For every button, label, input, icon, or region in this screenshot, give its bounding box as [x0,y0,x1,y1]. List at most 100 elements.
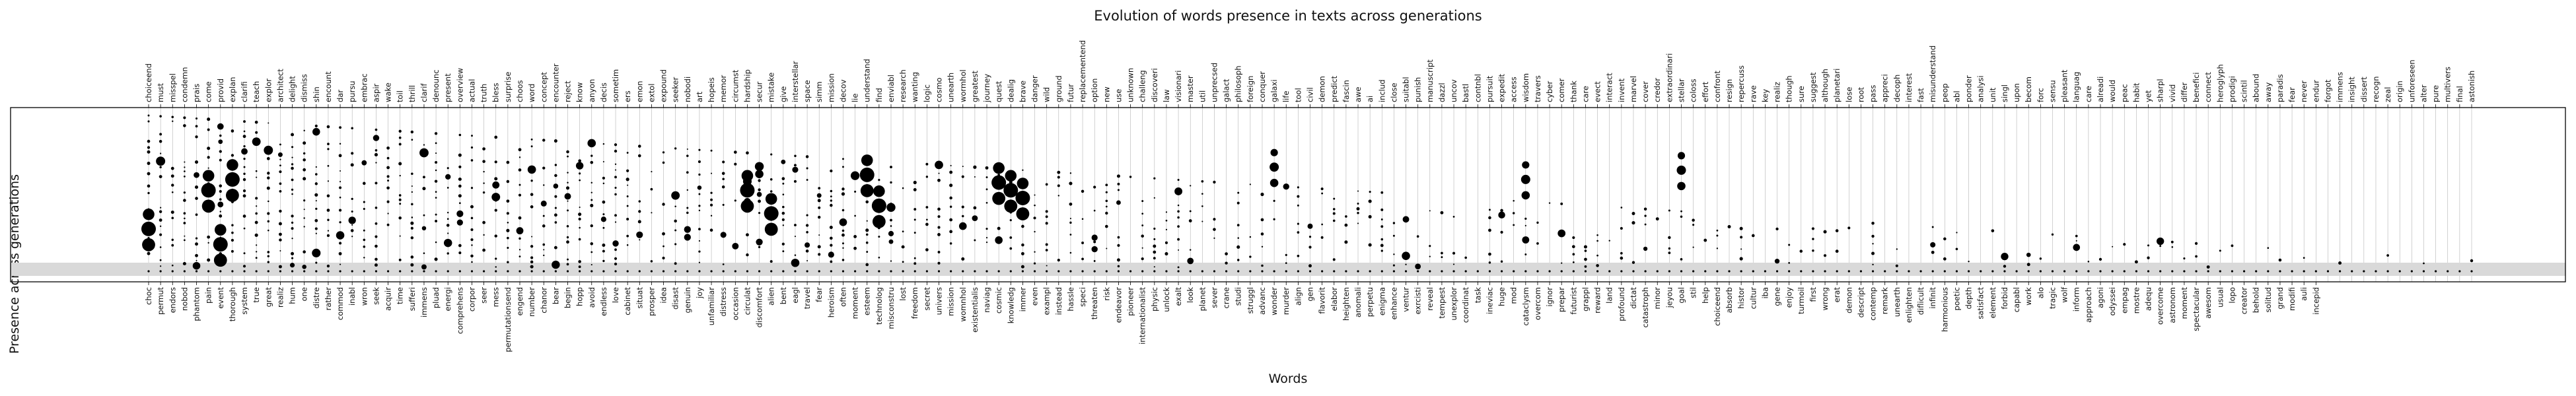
top-tick-label: abl [1952,90,1961,102]
presence-dot [363,182,366,185]
top-tick-label: tool [1293,88,1303,102]
presence-dot [997,226,1001,230]
presence-dot [147,139,151,143]
top-tick-label: scintil [2240,80,2249,102]
presence-dot [866,220,868,222]
presence-dot [865,228,869,232]
presence-dot [1930,242,1936,248]
bottom-tick-label: perpetu [1365,287,1375,317]
presence-dot [1956,232,1958,234]
presence-dot [913,232,916,234]
presence-dot [196,259,197,261]
presence-dot [805,242,810,248]
presence-dot [614,257,618,260]
baseline-dot [974,270,976,273]
presence-dot [374,152,378,157]
presence-dot [183,116,186,119]
presence-dot [160,152,162,154]
presence-dot [590,199,593,201]
bottom-tick-label: choiceend [1713,287,1722,326]
baseline-dot [2123,270,2126,273]
presence-dot [1237,191,1240,194]
presence-dot [339,221,341,224]
presence-dot [888,239,894,244]
top-tick-label: bless [491,82,501,102]
baseline-dot [2338,270,2342,273]
baseline-dot [1404,270,1408,273]
bottom-tick-label: pioneer [1126,287,1135,316]
top-tick-label: know [575,82,585,102]
presence-dot [447,187,449,189]
presence-dot [1332,219,1336,222]
presence-dot [470,187,474,189]
presence-dot [398,198,402,201]
presence-dot [207,147,211,150]
presence-dot [350,229,354,232]
presence-dot [746,233,749,237]
top-tick-label: visionari [1174,71,1183,102]
presence-dot [1009,247,1013,250]
bottom-tick-label: astronom [2168,287,2177,323]
presence-dot [758,246,761,248]
presence-dot [363,207,365,211]
baseline-dot [1429,270,1431,273]
presence-dot [447,167,449,170]
presence-dot [1165,228,1168,230]
baseline-dot [1189,270,1192,273]
top-tick-label: care [2084,86,2093,102]
presence-dot [902,230,904,233]
presence-dot [913,262,917,265]
top-tick-label: foreign [1246,76,1255,102]
presence-dot [242,265,246,268]
bottom-tick-label: hassle [1066,287,1075,312]
presence-dot [507,247,509,249]
top-tick-label: interest [1904,73,1914,102]
presence-dot [1034,230,1036,233]
presence-dot [925,222,929,226]
presence-dot [782,250,785,253]
presence-dot [1680,215,1683,218]
presence-dot [878,179,880,182]
top-tick-label: access [1509,77,1519,102]
top-tick-label: uncov [1449,79,1458,102]
presence-dot [1788,244,1791,246]
top-tick-label: thrill [408,85,417,102]
top-tick-label: paradis [2275,74,2285,102]
presence-dot [1117,236,1120,239]
presence-dot [279,250,281,252]
baseline-dot [291,270,294,273]
top-tick-label: explor [264,79,273,102]
bottom-tick-label: descript [1856,287,1865,318]
baseline-dot [1201,270,1203,273]
presence-dot [1116,200,1121,205]
highlight-marker [991,175,1007,190]
presence-dot [159,166,162,169]
presence-dot [219,211,221,213]
baseline-dot [2039,270,2042,273]
baseline-dot [2398,270,2401,273]
presence-dot [913,187,917,191]
presence-dot [434,257,438,261]
presence-dot [554,139,557,143]
presence-dot [756,191,762,197]
bottom-tick-label: goal [1676,287,1686,304]
presence-dot [590,251,593,253]
presence-dot [590,264,592,266]
baseline-dot [1321,270,1324,273]
gridlines [148,108,2472,282]
presence-dot [841,229,845,232]
highlight-marker [993,162,1005,174]
highlight-marker [992,191,1006,205]
highlight-marker [1005,170,1017,182]
top-tick-label: law [1162,89,1171,102]
presence-dot [638,145,641,148]
bottom-tick-label: unexplor [1449,287,1458,321]
presence-dot [770,153,773,156]
presence-dot [1009,236,1013,239]
presence-dot [327,218,330,221]
baseline-dot [447,270,449,273]
presence-dot [1177,178,1180,182]
presence-dot [159,210,162,213]
bottom-tick-label: unearth [1892,287,1902,317]
bottom-tick-label: wolf [2060,286,2069,303]
